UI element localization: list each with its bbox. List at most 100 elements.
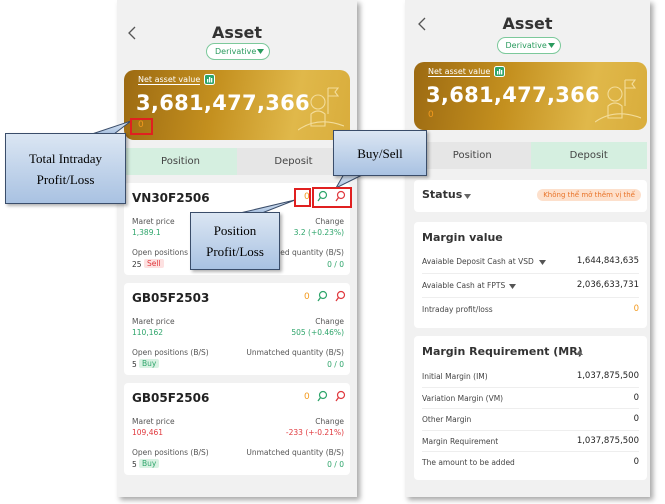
highlight-box [130,118,153,135]
highlight-box [312,187,352,208]
illustration [595,79,641,123]
row-value: 1,037,875,500 [576,371,639,381]
margin-card: Margin Requirement (MR) Initial Margin (I… [414,336,647,480]
position-pl: 0 [304,292,310,302]
highlight-box [294,188,311,207]
back-button[interactable] [127,26,137,40]
net-asset-label: Net asset value [428,67,491,77]
status-badge: Không thể mở thêm vị thế [537,189,641,201]
unmatched: 0 / 0 [327,260,344,269]
row-label: Other Margin [422,415,472,424]
margin-card: Margin value Avaiable Deposit Cash at VSD… [414,222,647,328]
side-badge: Buy [139,359,160,368]
illustration [298,87,344,131]
tab[interactable]: Deposit [530,142,647,169]
row-divider [422,408,639,410]
row-divider [422,273,639,274]
price-label: Maret price [132,417,175,426]
net-asset-card: Net asset value 3,681,477,366 0 [414,62,647,130]
sell-button[interactable] [335,390,347,402]
sell-button[interactable] [335,190,347,202]
price-label: Maret price [132,317,175,326]
sell-button[interactable] [335,290,347,302]
dropdown[interactable]: Derivative [496,37,561,54]
unmatched: 0 / 0 [327,360,344,369]
position-card: GB05F2503 0 Maret price Change 110,162 505 (+… [124,283,350,375]
net-asset-value: 3,681,477,366 [136,91,310,115]
phone-screen: Asset Derivative Net asset value 3,681,477,… [405,0,650,497]
price: 109,461 [132,428,164,437]
position-card: GB05F2506 0 Maret price Change 109,461 -233 (… [124,383,350,475]
row-label: Variation Margin (VM) [422,393,504,403]
phone-screen: Asset Derivative Net asset value 3,681,477,… [117,0,357,497]
caret-icon [464,194,471,199]
pointer [334,173,365,190]
row-divider [422,386,639,388]
buy-button[interactable] [317,390,329,402]
row-label: Initial Margin (IM) [422,372,488,381]
dropdown-label: Derivative [215,47,257,56]
side-badge: Sell [144,259,164,268]
section-title[interactable]: Margin Requirement (MR) [422,345,583,358]
caret-icon [539,260,546,265]
callout: Total Intraday Profit/Loss [5,133,126,204]
unmatched-label: Unmatched quantity (B/S) [246,248,344,257]
price: 1,389.1 [132,228,161,237]
row-label[interactable]: Avaiable Cash at FPTS [422,281,506,290]
row-label: The amount to be added [422,458,515,467]
symbol: GB05F2506 [132,391,210,405]
buy-button[interactable] [317,290,329,302]
row-label: Margin Requirement [422,436,499,446]
row-value: 0 [633,304,639,314]
row-label[interactable]: Avaiable Deposit Cash at VSD [422,257,534,266]
tab[interactable]: Deposit [237,148,350,175]
row-divider [422,451,639,453]
row-value: 0 [633,392,639,403]
callout: Position Profit/Loss [190,212,280,270]
row-value: 1,644,843,635 [576,256,639,266]
callout: Buy/Sell [333,130,427,176]
intraday-pl: 0 [428,110,434,120]
screen-title: Asset [502,14,553,33]
net-asset-value: 3,681,477,366 [426,83,600,107]
change-label: Change [315,217,344,226]
net-asset-card: Net asset value 3,681,477,366 0 [124,70,350,140]
open-label: Open positions (B/S) [132,448,209,457]
tab[interactable]: Position [414,142,531,169]
change-label: Change [315,317,344,326]
buy-button[interactable] [317,190,329,202]
open-qty: 5 [132,360,137,369]
row-value: 0 [633,414,639,424]
unmatched: 0 / 0 [327,460,344,469]
tab[interactable]: Position [124,148,237,175]
unmatched-label: Unmatched quantity (B/S) [246,448,344,457]
change-label: Change [315,417,344,426]
chart-icon [204,74,215,85]
open-label: Open positions (B/S) [132,248,209,257]
symbol: GB05F2503 [132,291,210,305]
row-label: Intraday profit/loss [422,305,493,314]
open-label: Open positions (B/S) [132,348,209,357]
chart-icon [494,66,505,77]
dropdown[interactable]: Derivative [206,43,270,60]
status-label[interactable]: Status [422,188,463,201]
position-pl: 0 [304,192,310,202]
caret-icon [509,284,516,289]
row-value: 0 [633,457,639,467]
caret-icon [576,350,583,355]
unmatched-label: Unmatched quantity (B/S) [246,348,344,357]
change: 505 (+0.46%) [291,328,344,337]
back-button[interactable] [417,17,427,31]
row-divider [422,429,639,431]
row-value: 2,036,633,731 [576,280,639,290]
change: -233 (+-0.21%) [285,428,344,437]
row-divider [422,297,639,298]
caret-icon [257,49,264,54]
section-title: Margin value [422,231,503,244]
open-qty: 5 [132,460,137,469]
change: 3.2 (+0.23%) [293,228,344,237]
status-card: Status Không thể mở thêm vị thế [414,180,647,212]
side-badge: Buy [139,459,160,468]
